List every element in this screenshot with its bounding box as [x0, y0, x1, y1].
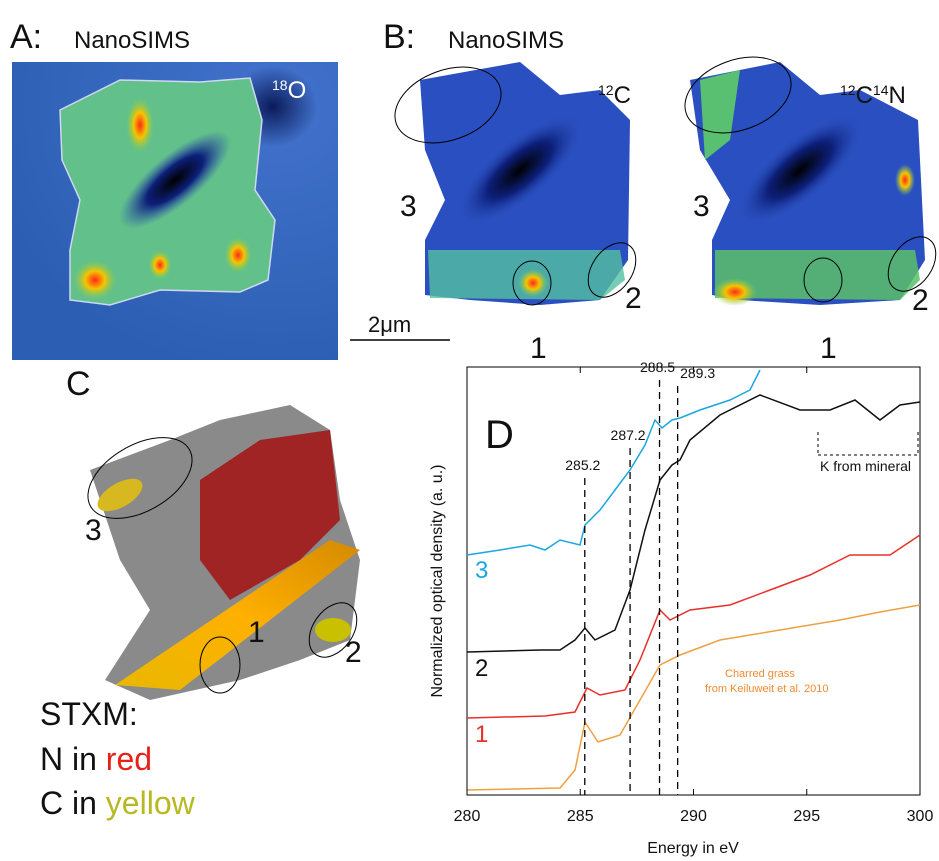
panel-label: A:: [10, 18, 42, 56]
annotation: K from mineral: [820, 458, 911, 474]
scale-bar-label: 2μm: [368, 312, 411, 337]
hotspot: [73, 260, 117, 300]
annotation: from Keiluweit et al. 2010: [705, 683, 829, 695]
plot-frame: [467, 367, 920, 795]
peak-label: 287.2: [611, 427, 646, 443]
spectrum-curve: [467, 605, 920, 790]
panel-label: B:: [383, 18, 415, 56]
annotation: Charred grass: [725, 668, 795, 680]
spectrum-curve: [467, 535, 920, 718]
map-right: 3 1 2 12C14N: [674, 43, 939, 365]
panel-title: NanoSIMS: [448, 27, 564, 54]
figure: A: NanoSIMS 18O B: NanoSIMS 3 1 2 12C 3 …: [0, 0, 939, 861]
spectrum-curve: [467, 370, 760, 555]
hotspot: [713, 278, 757, 306]
x-tick-label: 285: [567, 808, 594, 825]
peak-label: 289.3: [680, 365, 715, 381]
map-left: 3 1 2 12C: [384, 53, 645, 365]
x-tick-label: 290: [680, 808, 707, 825]
curve-label: 1: [475, 721, 488, 748]
region-label: 1: [820, 332, 837, 365]
spectrum-curve: [467, 395, 920, 652]
region-label: 1: [530, 332, 547, 365]
curve-label: 3: [475, 557, 488, 584]
legend-title: STXM:: [40, 696, 138, 732]
legend-entry: N in red: [40, 741, 152, 777]
panel-label: D: [485, 413, 514, 457]
curve-label: 2: [475, 655, 488, 682]
hotspot: [148, 250, 172, 280]
x-tick-label: 280: [454, 808, 481, 825]
panel-title: NanoSIMS: [74, 27, 190, 54]
hotspot: [518, 269, 548, 297]
x-tick-label: 295: [793, 808, 820, 825]
hotspot: [895, 164, 915, 196]
peak-label: 288.5: [640, 359, 675, 375]
hotspot: [126, 97, 154, 153]
region-label: 2: [625, 282, 642, 315]
peak-label: 285.2: [565, 457, 600, 473]
region-label: 3: [693, 190, 710, 223]
region-label: 3: [85, 514, 102, 547]
region-label: 2: [912, 284, 929, 317]
x-tick-label: 300: [907, 808, 934, 825]
region-label: 3: [400, 190, 417, 223]
y-axis-label: Normalized optical density (a. u.): [429, 465, 446, 698]
legend-entry: C in yellow: [40, 785, 196, 821]
region-label: 1: [248, 616, 265, 649]
panel-label: C: [66, 365, 91, 403]
x-axis-label: Energy in eV: [647, 840, 739, 857]
region-label: 2: [345, 636, 362, 669]
hotspot: [224, 237, 252, 273]
spectra-chart: D K from mineral Charred grass from Keil…: [429, 359, 933, 857]
bracket: [818, 432, 918, 455]
